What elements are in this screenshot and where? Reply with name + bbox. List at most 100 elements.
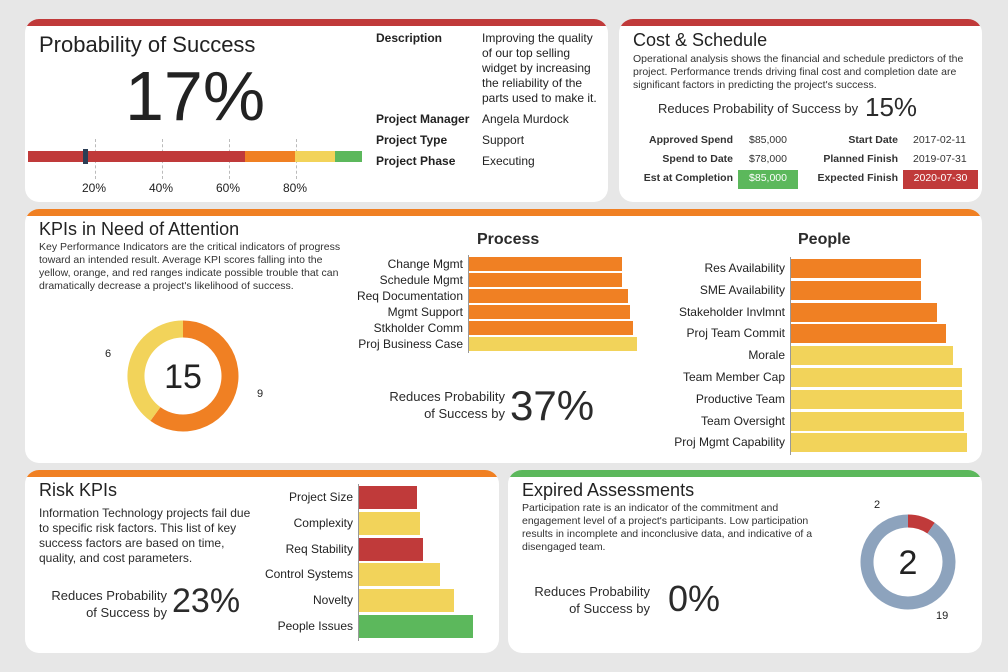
bar-label: Schedule Mgmt: [379, 273, 463, 287]
bar: [791, 302, 937, 322]
kpis-reduces-label-1: Reduces Probability: [389, 389, 505, 404]
cost-description: Operational analysis shows the financial…: [633, 53, 964, 91]
cost-label-expected: Expected Finish: [817, 172, 898, 184]
scale-tick-80: 80%: [283, 181, 308, 195]
bar-label: SME Availability: [699, 282, 785, 297]
bar: [469, 257, 622, 271]
bar: [359, 537, 423, 561]
risk-title: Risk KPIs: [39, 480, 118, 500]
expired-donut-label-red: 2: [874, 499, 880, 511]
bar-label: Stkholder Comm: [373, 321, 463, 335]
bar-axis: [358, 484, 359, 641]
scale-segment-green: [335, 151, 362, 162]
kpis-card: KPIs in Need of Attention Key Performanc…: [25, 209, 982, 463]
bar-label: Change Mgmt: [387, 257, 463, 271]
bar-axis: [468, 255, 469, 353]
donut-segment-slate: [860, 514, 956, 610]
process-title: Process: [477, 231, 540, 248]
expired-donut-label-slate: 19: [936, 610, 948, 622]
cost-value-approved: $85,000: [749, 134, 787, 146]
bar: [469, 321, 633, 335]
bar: [791, 433, 967, 453]
detail-label-phase: Project Phase: [376, 154, 456, 168]
bar: [469, 289, 628, 303]
bar: [791, 324, 946, 344]
card-accent: [508, 470, 982, 477]
card-accent: [25, 19, 608, 26]
cost-label-planned: Planned Finish: [823, 153, 898, 165]
donut-segment-yellow: [127, 320, 184, 421]
risk-reduces-label-1: Reduces Probability: [51, 588, 167, 603]
bar: [791, 280, 921, 300]
bar: [359, 615, 473, 638]
bar-label: Control Systems: [264, 567, 353, 582]
probability-scale-bar: [28, 149, 362, 164]
bar: [469, 337, 637, 351]
kpis-title: KPIs in Need of Attention: [39, 219, 240, 239]
expired-card: Expired Assessments Participation rate i…: [508, 470, 982, 653]
bar-label: Project Size: [288, 490, 353, 504]
kpis-donut-label-orange: 9: [257, 388, 263, 400]
scale-segment-red: [28, 151, 246, 162]
detail-value-type: Support: [482, 133, 525, 147]
risk-description: Information Technology projects fail due…: [39, 506, 251, 565]
expired-description: Participation rate is an indicator of th…: [522, 502, 813, 553]
cost-value-spend: $78,000: [749, 153, 787, 165]
scale-segment-yellow: [295, 151, 336, 162]
bar-axis: [790, 257, 791, 456]
bar: [469, 305, 630, 319]
scale-tick-20: 20%: [82, 181, 107, 195]
probability-value: 17%: [125, 57, 266, 135]
kpis-reduces-value: 37%: [510, 382, 595, 429]
bar: [359, 486, 417, 509]
kpis-donut-total: 15: [164, 358, 202, 396]
people-title: People: [798, 231, 851, 248]
bar-label: Proj Business Case: [358, 337, 463, 351]
kpis-donut: [127, 320, 239, 432]
kpis-donut-chart: 15 6 9: [105, 320, 263, 432]
risk-bar-chart: Project Size Complexity Req Stability Contr…: [245, 484, 495, 651]
bar-label: Stakeholder Invlmnt: [678, 304, 785, 319]
bar-label: Team Member Cap: [682, 370, 785, 384]
expired-title: Expired Assessments: [522, 480, 695, 500]
risk-card: Risk KPIs Information Technology project…: [25, 470, 499, 653]
scale-tick-60: 60%: [216, 181, 241, 195]
cost-value-start: 2017-02-11: [913, 134, 966, 146]
probability-card: Probability of Success 17% 20% 40% 60% 8…: [25, 19, 608, 202]
bar: [359, 589, 454, 613]
bar-label: Morale: [748, 348, 785, 363]
probability-title: Probability of Success: [39, 32, 256, 57]
bar-label: Novelty: [312, 593, 353, 608]
expired-donut-total: 2: [899, 544, 918, 582]
cost-value-eac: $85,000: [738, 170, 798, 189]
cost-reduces-label: Reduces Probability of Success by: [658, 101, 859, 116]
cost-label-spend: Spend to Date: [662, 153, 733, 165]
bar: [791, 368, 962, 387]
donut-segment-red: [907, 514, 935, 534]
bar-label: Productive Team: [695, 391, 785, 406]
card-accent: [25, 470, 499, 477]
expired-donut: [860, 514, 956, 610]
bar-label: Complexity: [293, 515, 353, 530]
scale-segment-orange: [245, 151, 296, 162]
bar-label: Team Oversight: [700, 413, 785, 428]
bar: [469, 273, 622, 287]
kpis-reduces-label-2: of Success by: [424, 406, 505, 421]
expired-reduces-value: 0%: [668, 578, 721, 619]
bar-label: People Issues: [277, 619, 353, 633]
bar: [359, 511, 420, 535]
bar-label: Mgmt Support: [387, 305, 463, 319]
detail-label-type: Project Type: [376, 133, 448, 147]
cost-title: Cost & Schedule: [633, 30, 768, 50]
bar: [791, 389, 962, 409]
card-accent: [619, 19, 982, 26]
bar-label: Req Stability: [285, 541, 353, 556]
bar: [791, 411, 964, 431]
cost-label-eac: Est at Completion: [643, 172, 733, 184]
expired-donut-chart: 2 2 19: [860, 499, 956, 622]
risk-reduces-label-2: of Success by: [86, 605, 167, 620]
bar: [791, 259, 921, 278]
risk-reduces-value: 23%: [172, 582, 241, 620]
donut-segment-orange: [150, 320, 239, 432]
bar-label: Res Availability: [704, 261, 785, 275]
